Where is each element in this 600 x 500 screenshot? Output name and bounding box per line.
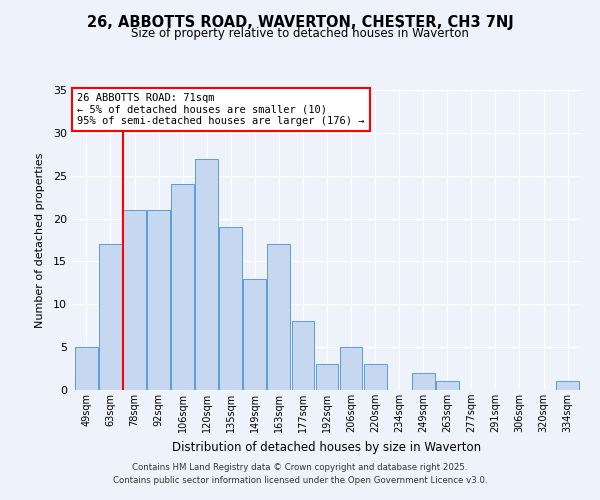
Bar: [268, 244, 290, 390]
Bar: [171, 184, 194, 390]
Bar: [147, 210, 170, 390]
Bar: [316, 364, 338, 390]
Bar: [195, 158, 218, 390]
Text: 26, ABBOTTS ROAD, WAVERTON, CHESTER, CH3 7NJ: 26, ABBOTTS ROAD, WAVERTON, CHESTER, CH3…: [86, 15, 514, 30]
Text: Contains public sector information licensed under the Open Government Licence v3: Contains public sector information licen…: [113, 476, 487, 485]
Bar: [436, 382, 459, 390]
Bar: [292, 322, 314, 390]
Bar: [244, 278, 266, 390]
Text: Contains HM Land Registry data © Crown copyright and database right 2025.: Contains HM Land Registry data © Crown c…: [132, 464, 468, 472]
Bar: [220, 227, 242, 390]
X-axis label: Distribution of detached houses by size in Waverton: Distribution of detached houses by size …: [172, 440, 482, 454]
Text: 26 ABBOTTS ROAD: 71sqm
← 5% of detached houses are smaller (10)
95% of semi-deta: 26 ABBOTTS ROAD: 71sqm ← 5% of detached …: [77, 93, 365, 126]
Bar: [364, 364, 386, 390]
Y-axis label: Number of detached properties: Number of detached properties: [35, 152, 44, 328]
Bar: [99, 244, 122, 390]
Bar: [340, 347, 362, 390]
Bar: [75, 347, 98, 390]
Bar: [412, 373, 434, 390]
Text: Size of property relative to detached houses in Waverton: Size of property relative to detached ho…: [131, 28, 469, 40]
Bar: [556, 382, 579, 390]
Bar: [123, 210, 146, 390]
